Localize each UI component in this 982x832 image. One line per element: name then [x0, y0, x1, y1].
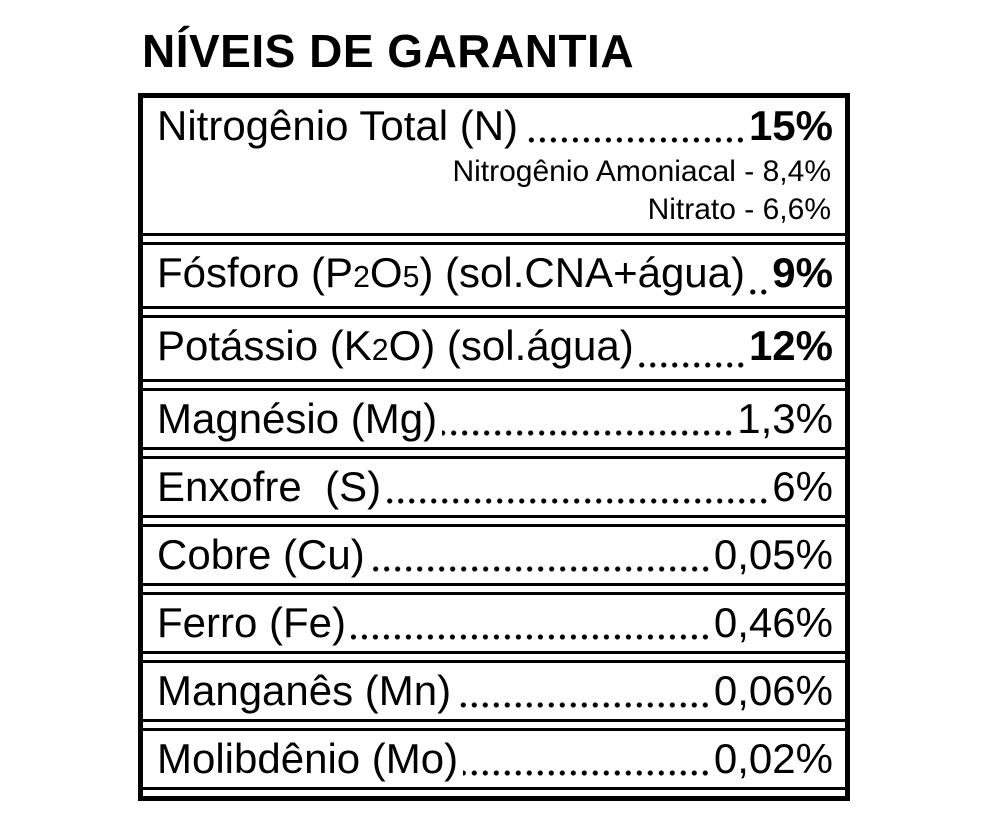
row-value: 12%	[748, 321, 833, 369]
row-label: Molibdênio (Mo)	[157, 734, 459, 782]
row-line: Cobre (Cu) 0,05%	[157, 528, 833, 582]
table-row-nitrogenio-total: Nitrogênio Total (N) 15% Nitrogênio Amon…	[143, 98, 845, 236]
row-line: Nitrogênio Total (N) 15%	[157, 99, 833, 153]
dot-leader	[351, 633, 711, 640]
row-value: 0,46%	[713, 598, 833, 646]
table-row-manganes: Manganês (Mn) 0,06%	[143, 659, 845, 722]
row-value: 0,05%	[713, 530, 833, 578]
row-label: Nitrogênio Total (N)	[157, 101, 519, 149]
dot-leader	[442, 429, 735, 436]
row-label: Manganês (Mn)	[157, 666, 452, 714]
dot-leader	[456, 701, 711, 708]
dot-leader	[750, 288, 770, 295]
row-label: Enxofre (S)	[157, 462, 382, 510]
row-label: Ferro (Fe)	[157, 598, 346, 646]
row-label: Cobre (Cu)	[157, 530, 365, 578]
row-line: Ferro (Fe) 0,46%	[157, 596, 833, 650]
dot-leader	[386, 497, 770, 504]
row-value: 1,3%	[737, 394, 833, 442]
table-row-fosforo: Fósforo (P2O5) (sol.CNA+água) 9%	[143, 241, 845, 309]
table-row-cobre: Cobre (Cu) 0,05%	[143, 523, 845, 586]
row-value: 15%	[748, 101, 833, 149]
row-label: Potássio (K2O) (sol.água)	[157, 321, 634, 369]
subscript: 2	[371, 333, 389, 367]
row-value: 6%	[772, 462, 833, 510]
label-page: NÍVEIS DE GARANTIA Nitrogênio Total (N) …	[0, 26, 982, 801]
dot-leader	[638, 361, 746, 368]
subline-nitrogenio-amoniacal: Nitrogênio Amoniacal - 8,4%	[452, 154, 831, 188]
row-line: Potássio (K2O) (sol.água) 12%	[157, 319, 833, 378]
dot-leader	[463, 769, 711, 776]
row-line: Fósforo (P2O5) (sol.CNA+água) 9%	[157, 246, 833, 305]
table-row-ferro: Ferro (Fe) 0,46%	[143, 591, 845, 654]
guarantee-table: Nitrogênio Total (N) 15% Nitrogênio Amon…	[138, 92, 850, 801]
table-row-potassio: Potássio (K2O) (sol.água) 12%	[143, 314, 845, 382]
row-line: Manganês (Mn) 0,06%	[157, 664, 833, 718]
row-line: Magnésio (Mg) 1,3%	[157, 392, 833, 446]
subscript: 2	[353, 260, 370, 294]
dot-leader	[369, 565, 711, 572]
row-value: 0,06%	[713, 666, 833, 714]
row-line: Enxofre (S) 6%	[157, 460, 833, 514]
table-row-magnesio: Magnésio (Mg) 1,3%	[143, 387, 845, 450]
table-row-molibdenio: Molibdênio (Mo) 0,02%	[143, 727, 845, 790]
subline-nitrato: Nitrato - 6,6%	[647, 192, 831, 226]
page-title: NÍVEIS DE GARANTIA	[142, 25, 635, 77]
dot-leader	[523, 136, 746, 143]
row-label: Fósforo (P2O5) (sol.CNA+água)	[157, 248, 746, 296]
subscript: 5	[402, 260, 420, 294]
table-row-enxofre: Enxofre (S) 6%	[143, 455, 845, 518]
row-line: Molibdênio (Mo) 0,02%	[157, 732, 833, 786]
row-value: 0,02%	[713, 734, 833, 782]
row-value: 9%	[772, 248, 833, 296]
row-label: Magnésio (Mg)	[157, 394, 438, 442]
